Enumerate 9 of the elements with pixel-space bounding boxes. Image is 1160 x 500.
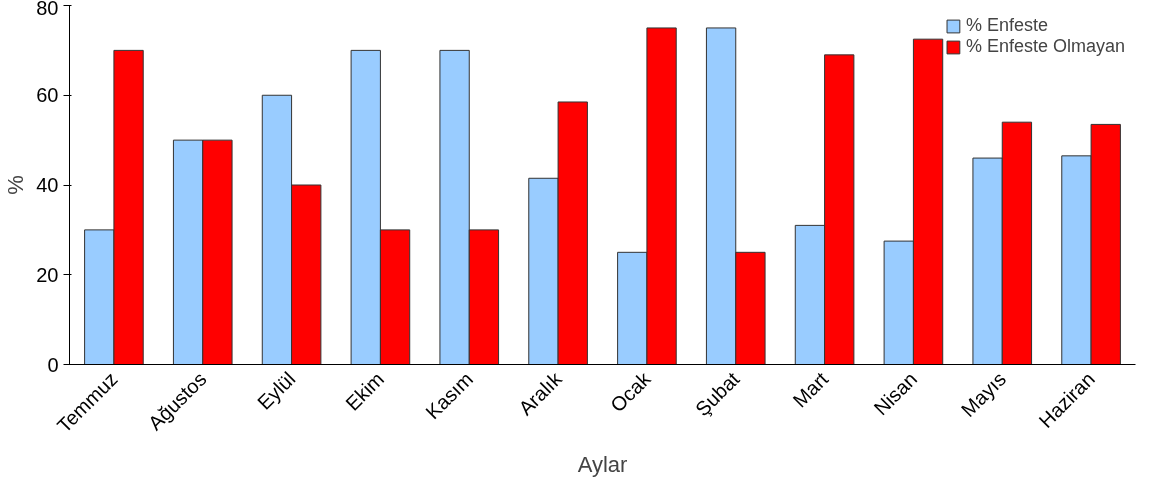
y-tick-label: 0: [47, 353, 59, 376]
y-tick-label: 40: [36, 174, 59, 196]
x-axis-title: Aylar: [577, 452, 628, 478]
y-axis-title: %: [3, 175, 29, 195]
legend-label: % Enfeste: [965, 15, 1048, 36]
y-tick-label: 20: [36, 263, 59, 286]
legend-label: % Enfeste Olmayan: [965, 36, 1125, 57]
y-tick-label: 60: [36, 84, 59, 107]
y-tick-label: 80: [36, 0, 59, 19]
